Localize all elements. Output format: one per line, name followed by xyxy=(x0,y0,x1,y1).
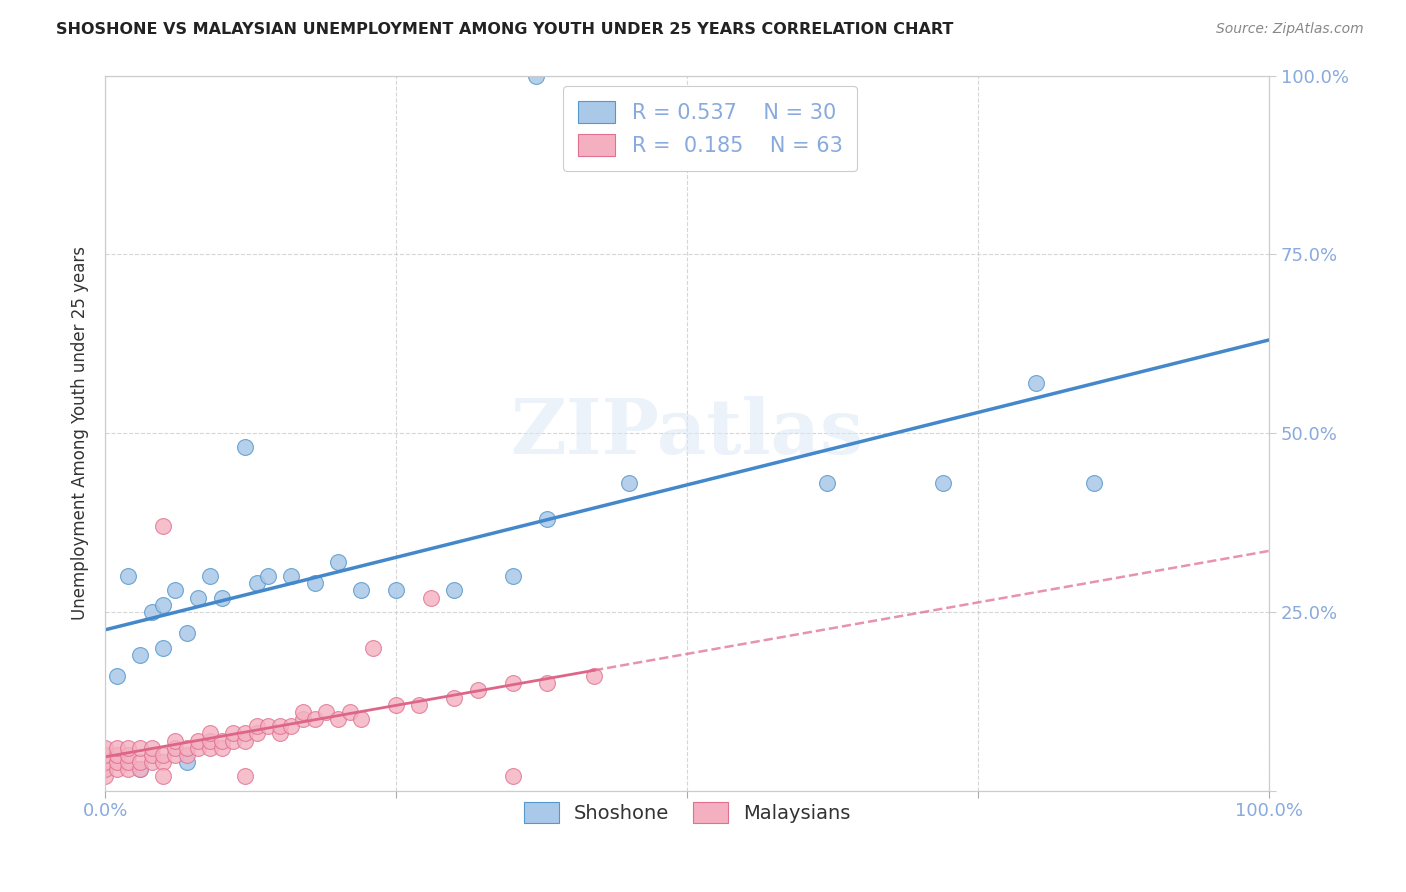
Point xyxy=(152,747,174,762)
Point xyxy=(94,769,117,783)
Point xyxy=(129,762,152,776)
Point xyxy=(152,769,174,783)
Point xyxy=(350,583,373,598)
Point xyxy=(443,583,465,598)
Point xyxy=(502,769,524,783)
Point xyxy=(815,476,838,491)
Point xyxy=(117,740,139,755)
Point xyxy=(443,690,465,705)
Point xyxy=(176,626,198,640)
Point xyxy=(117,755,139,769)
Point xyxy=(269,719,291,733)
Text: ZIPatlas: ZIPatlas xyxy=(510,396,863,470)
Point xyxy=(233,733,256,747)
Point xyxy=(257,719,280,733)
Point xyxy=(141,740,163,755)
Point xyxy=(176,740,198,755)
Point xyxy=(536,676,558,690)
Point xyxy=(350,712,373,726)
Point xyxy=(326,712,349,726)
Point xyxy=(198,740,221,755)
Point xyxy=(176,747,198,762)
Point xyxy=(105,747,128,762)
Legend: Shoshone, Malaysians: Shoshone, Malaysians xyxy=(512,790,862,835)
Point xyxy=(524,69,547,83)
Point xyxy=(233,726,256,740)
Point xyxy=(187,733,209,747)
Point xyxy=(536,512,558,526)
Point xyxy=(245,726,267,740)
Point xyxy=(105,762,128,776)
Point xyxy=(198,733,221,747)
Point xyxy=(94,747,117,762)
Point xyxy=(420,591,443,605)
Point xyxy=(1083,476,1105,491)
Point xyxy=(129,762,152,776)
Point xyxy=(385,698,408,712)
Point xyxy=(141,605,163,619)
Point xyxy=(141,747,163,762)
Point xyxy=(163,747,186,762)
Point xyxy=(94,755,117,769)
Point xyxy=(1025,376,1047,390)
Point xyxy=(339,705,361,719)
Point xyxy=(105,755,128,769)
Point xyxy=(292,705,315,719)
Point xyxy=(211,733,233,747)
Point xyxy=(280,719,302,733)
Point xyxy=(94,740,117,755)
Text: Source: ZipAtlas.com: Source: ZipAtlas.com xyxy=(1216,22,1364,37)
Point xyxy=(932,476,955,491)
Point xyxy=(117,747,139,762)
Point xyxy=(163,733,186,747)
Point xyxy=(141,755,163,769)
Text: SHOSHONE VS MALAYSIAN UNEMPLOYMENT AMONG YOUTH UNDER 25 YEARS CORRELATION CHART: SHOSHONE VS MALAYSIAN UNEMPLOYMENT AMONG… xyxy=(56,22,953,37)
Point xyxy=(408,698,430,712)
Point xyxy=(129,755,152,769)
Point xyxy=(467,683,489,698)
Point xyxy=(304,576,326,591)
Y-axis label: Unemployment Among Youth under 25 years: Unemployment Among Youth under 25 years xyxy=(72,246,89,620)
Point xyxy=(105,669,128,683)
Point xyxy=(129,740,152,755)
Point xyxy=(502,569,524,583)
Point xyxy=(152,640,174,655)
Point xyxy=(94,762,117,776)
Point xyxy=(176,755,198,769)
Point xyxy=(198,726,221,740)
Point xyxy=(222,726,245,740)
Point xyxy=(257,569,280,583)
Point xyxy=(211,740,233,755)
Point xyxy=(617,476,640,491)
Point xyxy=(315,705,337,719)
Point xyxy=(152,755,174,769)
Point xyxy=(361,640,384,655)
Point xyxy=(117,762,139,776)
Point xyxy=(187,591,209,605)
Point xyxy=(117,569,139,583)
Point xyxy=(233,769,256,783)
Point xyxy=(245,719,267,733)
Point xyxy=(326,555,349,569)
Point xyxy=(105,740,128,755)
Point xyxy=(292,712,315,726)
Point xyxy=(269,726,291,740)
Point xyxy=(222,733,245,747)
Point xyxy=(152,598,174,612)
Point xyxy=(163,740,186,755)
Point xyxy=(187,740,209,755)
Point xyxy=(211,591,233,605)
Point xyxy=(198,569,221,583)
Point xyxy=(152,519,174,533)
Point xyxy=(245,576,267,591)
Point xyxy=(304,712,326,726)
Point xyxy=(233,441,256,455)
Point xyxy=(129,648,152,662)
Point xyxy=(163,583,186,598)
Point xyxy=(385,583,408,598)
Point xyxy=(502,676,524,690)
Point xyxy=(582,669,605,683)
Point xyxy=(280,569,302,583)
